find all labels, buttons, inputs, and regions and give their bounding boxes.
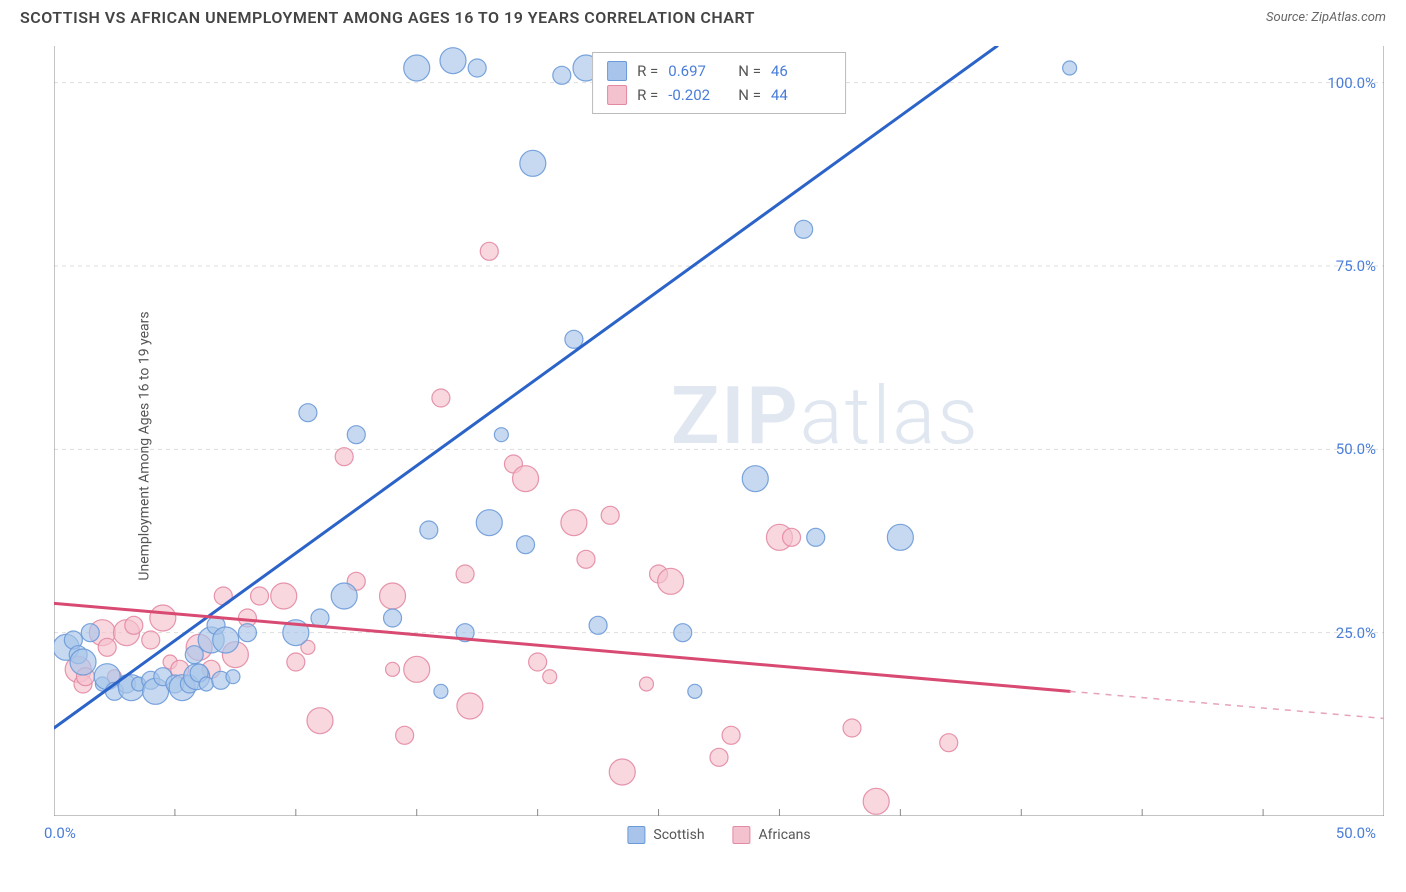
legend-label: Scottish	[653, 827, 704, 843]
swatch	[733, 826, 751, 844]
x-tick-label: 0.0%	[44, 824, 76, 842]
chart-area: ZIPatlas R = 0.697 N = 46 R = -0.202 N =…	[54, 46, 1384, 816]
legend-stats-box: R = 0.697 N = 46 R = -0.202 N = 44	[592, 52, 846, 114]
legend-item: Africans	[733, 826, 811, 844]
n-value: 44	[771, 83, 831, 107]
swatch-scottish	[607, 61, 627, 81]
n-label: N =	[738, 59, 761, 83]
r-value: -0.202	[668, 83, 728, 107]
legend-item: Scottish	[627, 826, 704, 844]
legend-label: Africans	[759, 827, 811, 843]
n-label: N =	[738, 83, 761, 107]
source-label: Source: ZipAtlas.com	[1266, 10, 1386, 25]
legend-bottom: Scottish Africans	[627, 826, 810, 844]
swatch	[627, 826, 645, 844]
legend-stats-row: R = 0.697 N = 46	[607, 59, 831, 83]
r-label: R =	[637, 83, 658, 107]
r-label: R =	[637, 59, 658, 83]
x-tick-label: 50.0%	[1336, 824, 1376, 842]
y-tick-label: 25.0%	[1336, 624, 1376, 642]
swatch-africans	[607, 85, 627, 105]
r-value: 0.697	[668, 59, 728, 83]
n-value: 46	[771, 59, 831, 83]
legend-stats-row: R = -0.202 N = 44	[607, 83, 831, 107]
page-title: SCOTTISH VS AFRICAN UNEMPLOYMENT AMONG A…	[20, 8, 755, 27]
scatter-plot	[54, 46, 1384, 816]
y-tick-label: 100.0%	[1327, 74, 1376, 92]
y-tick-label: 50.0%	[1336, 440, 1376, 458]
y-tick-label: 75.0%	[1336, 257, 1376, 275]
